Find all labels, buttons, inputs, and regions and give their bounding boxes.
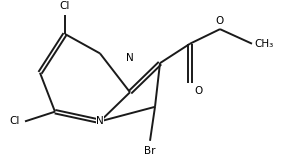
Text: Cl: Cl <box>60 1 70 11</box>
Text: N: N <box>96 116 104 126</box>
Text: Br: Br <box>144 146 156 156</box>
Text: O: O <box>194 86 202 96</box>
Text: N: N <box>126 53 134 63</box>
Text: Cl: Cl <box>10 116 20 126</box>
Text: O: O <box>216 16 224 26</box>
Text: CH₃: CH₃ <box>254 39 273 49</box>
